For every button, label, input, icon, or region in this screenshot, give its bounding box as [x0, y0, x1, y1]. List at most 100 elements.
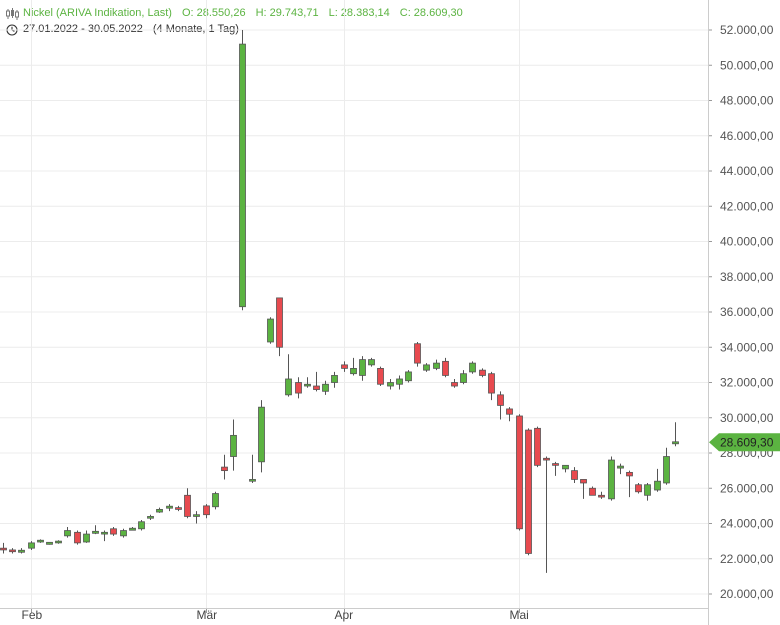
candle-body — [617, 465, 624, 469]
candle-body — [285, 378, 292, 396]
candle-body — [203, 505, 210, 516]
candle-body — [368, 359, 375, 366]
x-tick-label: Feb — [22, 608, 43, 622]
y-tick-label: 32.000,00 — [720, 376, 774, 390]
candle-body — [341, 364, 348, 369]
candle-body — [672, 441, 679, 445]
candle-body — [525, 429, 532, 554]
candle-body — [608, 459, 615, 500]
candle-body — [442, 360, 449, 376]
candle-body — [396, 378, 403, 385]
candle-body — [166, 505, 173, 509]
candle-body — [663, 456, 670, 484]
candle-body — [598, 494, 605, 498]
candle-body — [414, 343, 421, 364]
open-value: O: 28.550,26 — [181, 7, 246, 19]
candle-body — [387, 382, 394, 387]
candle-body — [350, 367, 357, 375]
period-line: 27.01.2022 - 30.05.2022 (4 Monate, 1 Tag… — [6, 22, 463, 37]
candle-body — [92, 530, 99, 534]
candle-body — [267, 318, 274, 343]
last-price-tag — [709, 433, 780, 452]
low-value: L: 28.383,14 — [328, 7, 390, 19]
candle-body — [138, 521, 145, 530]
candle-body — [28, 542, 35, 549]
candle-body — [110, 528, 117, 535]
candle-body — [644, 484, 651, 496]
candle-body — [322, 383, 329, 392]
candle-body — [258, 406, 265, 463]
candle-body — [405, 371, 412, 382]
candle-body — [276, 297, 283, 348]
candle-body — [249, 479, 256, 482]
candle-body — [46, 541, 53, 545]
candle-body — [488, 373, 495, 394]
candle-body — [74, 531, 81, 544]
x-tick-label: Mär — [197, 608, 218, 622]
candle-body — [184, 494, 191, 517]
candle-body — [451, 382, 458, 387]
candle-body — [37, 539, 44, 543]
candle-body — [9, 549, 16, 553]
candle-body — [331, 375, 338, 383]
candle-body — [543, 457, 550, 461]
candle-body — [469, 362, 476, 373]
candle-body — [193, 514, 200, 517]
candle-body — [83, 533, 90, 543]
candle-body — [552, 463, 559, 466]
y-tick-label: 26.000,00 — [720, 481, 774, 495]
candle-body — [129, 527, 136, 531]
candle-body — [359, 359, 366, 376]
candle-body — [212, 493, 219, 508]
candle-body — [230, 434, 237, 457]
candle-body — [534, 427, 541, 466]
candle-body — [654, 480, 661, 491]
instrument-name: Nickel (ARIVA Indikation, Last) — [23, 7, 172, 19]
y-tick-label: 30.000,00 — [720, 411, 774, 425]
candle-body — [460, 373, 467, 383]
candle-body — [120, 530, 127, 537]
y-tick-label: 44.000,00 — [720, 164, 774, 178]
candle-body — [295, 382, 302, 394]
candle-body — [55, 540, 62, 544]
candle-body — [506, 408, 513, 415]
y-tick-label: 24.000,00 — [720, 517, 774, 531]
y-tick-label: 50.000,00 — [720, 58, 774, 72]
x-tick-label: Apr — [335, 608, 354, 622]
candle-body — [156, 508, 163, 513]
y-tick-label: 40.000,00 — [720, 235, 774, 249]
y-tick-label: 20.000,00 — [720, 587, 774, 601]
candle-body — [497, 394, 504, 406]
y-tick-label: 34.000,00 — [720, 340, 774, 354]
candle-body — [64, 530, 71, 537]
candle-body — [101, 531, 108, 535]
candle-body — [377, 367, 384, 385]
candle-body — [175, 507, 182, 510]
candle-body — [313, 385, 320, 390]
y-tick-label: 38.000,00 — [720, 270, 774, 284]
candle-body — [571, 470, 578, 480]
date-range: 27.01.2022 - 30.05.2022 — [23, 23, 143, 35]
chart-header: Nickel (ARIVA Indikation, Last) O: 28.55… — [6, 6, 463, 37]
candle-body — [147, 516, 154, 519]
candle-body — [562, 464, 569, 470]
quote-line: Nickel (ARIVA Indikation, Last) O: 28.55… — [6, 6, 463, 21]
candle-body — [433, 362, 440, 369]
y-tick-label: 52.000,00 — [720, 23, 774, 37]
x-tick-label: Mai — [510, 608, 529, 622]
candle-body — [221, 466, 228, 472]
candle-body — [516, 415, 523, 530]
y-tick-label: 48.000,00 — [720, 94, 774, 108]
y-tick-label: 46.000,00 — [720, 129, 774, 143]
candle-body — [0, 547, 7, 551]
last-price-label: 28.609,30 — [720, 435, 774, 449]
y-tick-label: 22.000,00 — [720, 552, 774, 566]
candle-body — [635, 484, 642, 493]
candle-body — [423, 364, 430, 371]
candle-body — [626, 471, 633, 477]
high-value: H: 29.743,71 — [255, 7, 319, 19]
candlestick-icon — [6, 7, 19, 20]
candle-body — [239, 43, 246, 308]
candle-body — [304, 383, 311, 387]
